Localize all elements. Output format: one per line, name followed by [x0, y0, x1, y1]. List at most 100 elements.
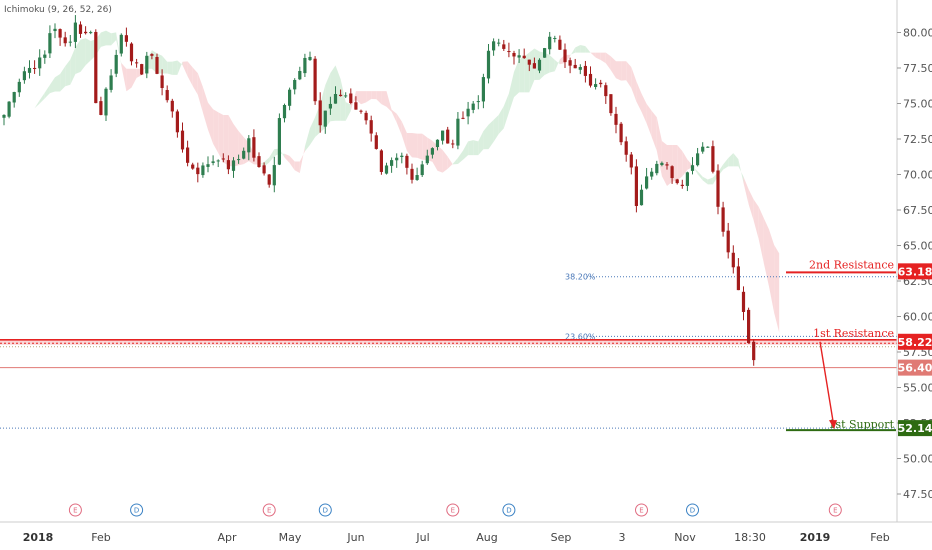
cloud-segment [29, 108, 35, 115]
candlestick-series [2, 15, 756, 366]
cloud-segment [590, 52, 596, 58]
candle-body [425, 155, 429, 164]
candle-body [512, 52, 516, 57]
candle-body [84, 31, 88, 34]
x-tick-label: Nov [674, 531, 696, 544]
dividend-marker-label: D [690, 507, 695, 515]
candle-body [364, 112, 368, 121]
candle-body [716, 170, 720, 207]
candle-body [196, 167, 200, 175]
candle-body [736, 266, 740, 291]
candle-body [104, 88, 108, 116]
candle-body [99, 101, 103, 115]
cloud-segment [192, 67, 198, 95]
candle-body [599, 82, 603, 85]
candle-body [471, 103, 475, 110]
cloud-segment [488, 119, 494, 150]
cloud-segment [401, 121, 407, 151]
candle-body [114, 54, 118, 74]
cloud-segment [656, 117, 662, 177]
current-price-badge-label: 56.40 [898, 362, 932, 375]
cloud-segment [289, 155, 295, 171]
candle-body [150, 54, 154, 56]
x-tick-label: May [279, 531, 302, 544]
x-tick-label: Feb [870, 531, 889, 544]
candle-body [578, 67, 582, 70]
x-axis[interactable]: 2018 Feb Apr May Jun Jul Aug Sep 3 Nov 18:30 2019 Fe… [0, 521, 932, 544]
current-price-badge [898, 359, 932, 376]
resistance-1-label: 1st Resistance [813, 327, 894, 340]
candle-body [486, 50, 491, 79]
cloud-segment [575, 45, 581, 53]
candle-body [752, 341, 756, 361]
cloud-segment [208, 102, 214, 144]
cloud-segment [111, 32, 117, 46]
candle-body [288, 89, 292, 106]
candle-body [441, 130, 445, 141]
candle-body [466, 108, 470, 117]
candle-body [318, 100, 322, 126]
cloud-segment [508, 71, 514, 113]
cloud-segment [728, 153, 734, 167]
cloud-segment [769, 229, 775, 313]
candle-body [543, 48, 547, 58]
candle-body [262, 165, 266, 174]
cloud-segment [707, 177, 713, 185]
cloud-segment [355, 91, 361, 105]
x-tick-label: Apr [217, 531, 237, 544]
y-axis[interactable]: 47.5050.0052.5055.0057.5060.0062.5065.00… [896, 0, 932, 522]
candle-body [252, 137, 256, 158]
candle-body [624, 141, 628, 155]
cloud-segment [473, 140, 479, 156]
cloud-segment [116, 32, 122, 66]
y-tick-label: 50.00 [903, 453, 932, 466]
cloud-segment [391, 109, 397, 123]
candle-body [308, 56, 312, 61]
cloud-segment [570, 47, 576, 57]
candle-body [43, 54, 47, 58]
candle-body [53, 28, 57, 32]
cloud-segment [197, 73, 203, 113]
cloud-segment [417, 133, 423, 160]
candle-body [344, 95, 348, 97]
fib-label: 23.60% [565, 332, 596, 341]
candle-body [124, 35, 128, 42]
candle-body [604, 85, 608, 97]
candle-body [379, 150, 383, 172]
candle-body [609, 94, 613, 114]
candle-body [145, 55, 149, 74]
candle-body [221, 158, 225, 160]
candle-body [17, 81, 21, 93]
candle-body [267, 174, 271, 185]
candle-body [206, 164, 210, 167]
cloud-segment [269, 149, 275, 163]
cloud-segment [457, 150, 463, 164]
indicator-label[interactable]: Ichimoku (9, 26, 52, 26) [4, 5, 112, 15]
cloud-segment [697, 171, 703, 181]
cloud-segment [238, 131, 244, 166]
earnings-marker [262, 503, 276, 517]
resistance-band [0, 339, 897, 345]
cloud-segment [661, 140, 667, 186]
resistance-2-label: 2nd Resistance [809, 258, 894, 271]
cloud-segment [406, 132, 412, 158]
x-tick-label: Sep [551, 531, 572, 544]
candle-body [175, 111, 179, 133]
candle-body [247, 138, 251, 153]
candle-body [573, 64, 577, 69]
cloud-segment [748, 189, 754, 221]
cloud-segment [753, 199, 759, 240]
candle-body [298, 70, 302, 80]
cloud-segment [335, 65, 341, 121]
x-tick-label: Jul [415, 531, 429, 544]
candle-body [58, 29, 62, 38]
candle-body [89, 32, 93, 34]
cloud-segment [554, 59, 560, 72]
candle-body [384, 165, 389, 174]
candle-body [186, 147, 190, 163]
earnings-marker-label: E [267, 507, 271, 515]
candle-body [395, 157, 399, 161]
candle-body [456, 118, 460, 146]
cloud-segment [233, 123, 239, 167]
